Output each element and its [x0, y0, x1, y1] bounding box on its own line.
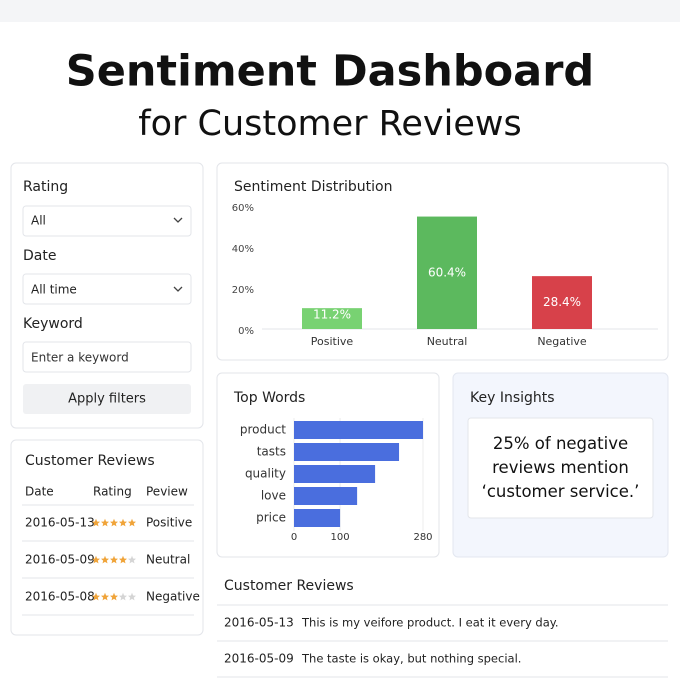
insight-text: 25% of negative reviews mention ‘custome… [481, 434, 640, 501]
filter-label: Keyword [23, 316, 83, 332]
y-tick-label: product [240, 423, 286, 437]
y-tick-label: 20% [232, 285, 254, 296]
y-tick-label: price [256, 511, 286, 525]
filter-label: Rating [23, 179, 68, 195]
y-tick-label: love [261, 489, 286, 503]
x-tick-label: Neutral [427, 335, 468, 348]
column-header: Date [25, 485, 54, 499]
rating-star [92, 555, 100, 564]
bar [294, 509, 341, 527]
review-date: 2016-05-13 [25, 516, 95, 530]
chevron [173, 286, 183, 292]
rating-star [110, 518, 118, 527]
x-tick-label: 280 [413, 532, 432, 543]
keyword-input[interactable] [22, 341, 192, 373]
rating-star [128, 518, 136, 527]
y-tick-label: 0% [238, 326, 254, 337]
rating-star [128, 555, 136, 564]
input-placeholder: Enter a keyword [31, 351, 129, 365]
review-text: The taste is okay, but nothing special. [301, 652, 521, 666]
date-select[interactable] [22, 273, 192, 305]
bar [294, 421, 423, 439]
x-tick-label: 0 [291, 532, 297, 543]
button-label: Apply filters [68, 392, 146, 407]
insight-card [467, 417, 654, 519]
top-strip [0, 0, 680, 22]
x-tick-label: Negative [537, 335, 587, 348]
rating-star [128, 592, 136, 601]
rating-star [119, 518, 127, 527]
rating-star [92, 592, 100, 601]
value-label: 28.4% [543, 295, 581, 309]
rating-star [92, 518, 100, 527]
y-tick-label: 40% [232, 244, 254, 255]
review-date: 2016-05-09 [25, 553, 95, 567]
chart-title: Top Words [233, 390, 305, 406]
review-date: 2016-05-13 [224, 616, 294, 630]
review-sentiment: Negative [146, 590, 200, 604]
panel-title: Key Insights [470, 390, 555, 406]
chart-title: Sentiment Distribution [234, 179, 393, 195]
filter-label: Date [23, 248, 56, 264]
select-value: All [31, 214, 46, 228]
page-subtitle: for Customer Reviews [138, 104, 522, 144]
y-tick-label: tasts [257, 445, 286, 459]
panel-title: Customer Reviews [224, 578, 354, 594]
review-sentiment: Neutral [146, 553, 190, 567]
rating-star [119, 555, 127, 564]
review-sentiment: Positive [146, 516, 192, 530]
apply-button[interactable] [23, 384, 191, 414]
insight-wrapper: 25% of negative reviews mention ‘custome… [481, 434, 640, 501]
bar [417, 216, 477, 329]
rating-star [119, 592, 127, 601]
rating-star [101, 555, 109, 564]
review-date: 2016-05-08 [25, 590, 95, 604]
page-title: Sentiment Dashboard [66, 47, 594, 97]
y-tick-label: 60% [232, 203, 254, 214]
bar [294, 465, 376, 483]
value-label: 60.4% [428, 265, 466, 279]
rating-star [110, 592, 118, 601]
select-value: All time [31, 283, 77, 297]
bar [294, 487, 358, 505]
sidebar-reviews-panel [10, 439, 204, 636]
value-label: 11.2% [313, 308, 351, 322]
review-text: This is my veifore product. I eat it eve… [301, 616, 559, 630]
bar [294, 443, 400, 461]
review-date: 2016-05-09 [224, 652, 294, 666]
x-tick-label: 100 [331, 532, 350, 543]
rating-select[interactable] [22, 205, 192, 237]
y-tick-label: quality [245, 467, 286, 481]
column-header: Rating [93, 485, 132, 499]
rating-star [101, 592, 109, 601]
chevron [173, 217, 183, 223]
bar [302, 308, 362, 329]
x-tick-label: Positive [311, 335, 354, 348]
column-header: Peview [146, 485, 188, 499]
rating-star [110, 555, 118, 564]
bar [532, 276, 592, 329]
panel-title: Customer Reviews [25, 453, 155, 469]
rating-star [101, 518, 109, 527]
